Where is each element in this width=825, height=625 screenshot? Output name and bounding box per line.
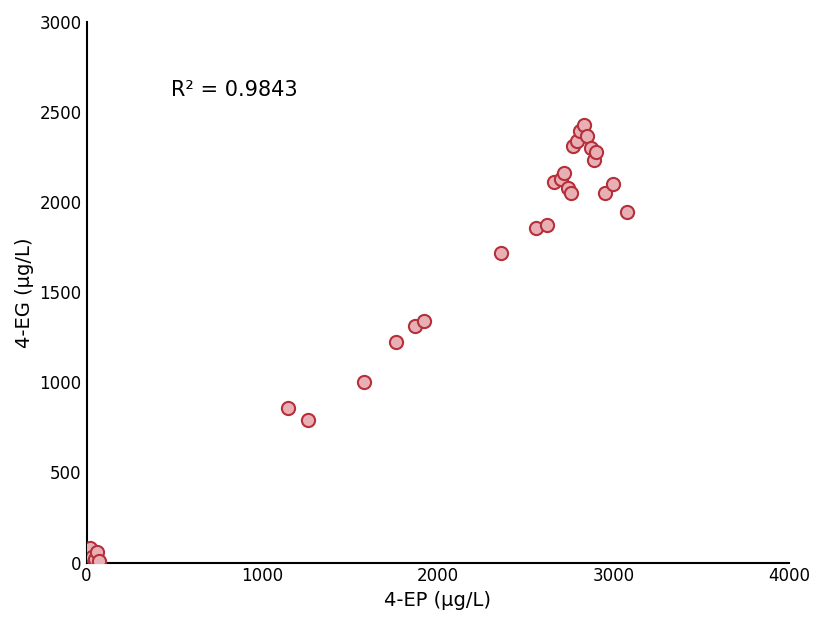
Point [357,378,370,388]
Point [564,188,578,198]
Point [417,316,431,326]
Point [606,179,620,189]
Point [581,131,594,141]
Point [547,177,560,187]
Point [584,143,597,153]
Point [91,547,104,557]
Point [577,120,590,130]
Point [83,543,97,553]
Text: R² = 0.9843: R² = 0.9843 [171,81,298,101]
Point [540,220,554,230]
Point [554,174,568,184]
Y-axis label: 4-EG (µg/L): 4-EG (µg/L) [15,237,34,348]
Point [494,248,507,258]
Point [92,556,106,566]
Point [301,415,314,425]
Point [561,182,574,192]
Point [558,168,571,178]
X-axis label: 4-EP (µg/L): 4-EP (µg/L) [384,591,491,610]
Point [573,126,587,136]
Point [598,188,611,198]
Point [82,549,95,559]
Point [89,554,102,564]
Point [567,141,580,151]
Point [530,223,543,233]
Point [570,136,583,146]
Point [85,552,98,562]
Point [282,402,295,412]
Point [589,147,602,157]
Point [587,155,601,165]
Point [408,321,422,331]
Point [389,337,403,347]
Point [621,207,634,217]
